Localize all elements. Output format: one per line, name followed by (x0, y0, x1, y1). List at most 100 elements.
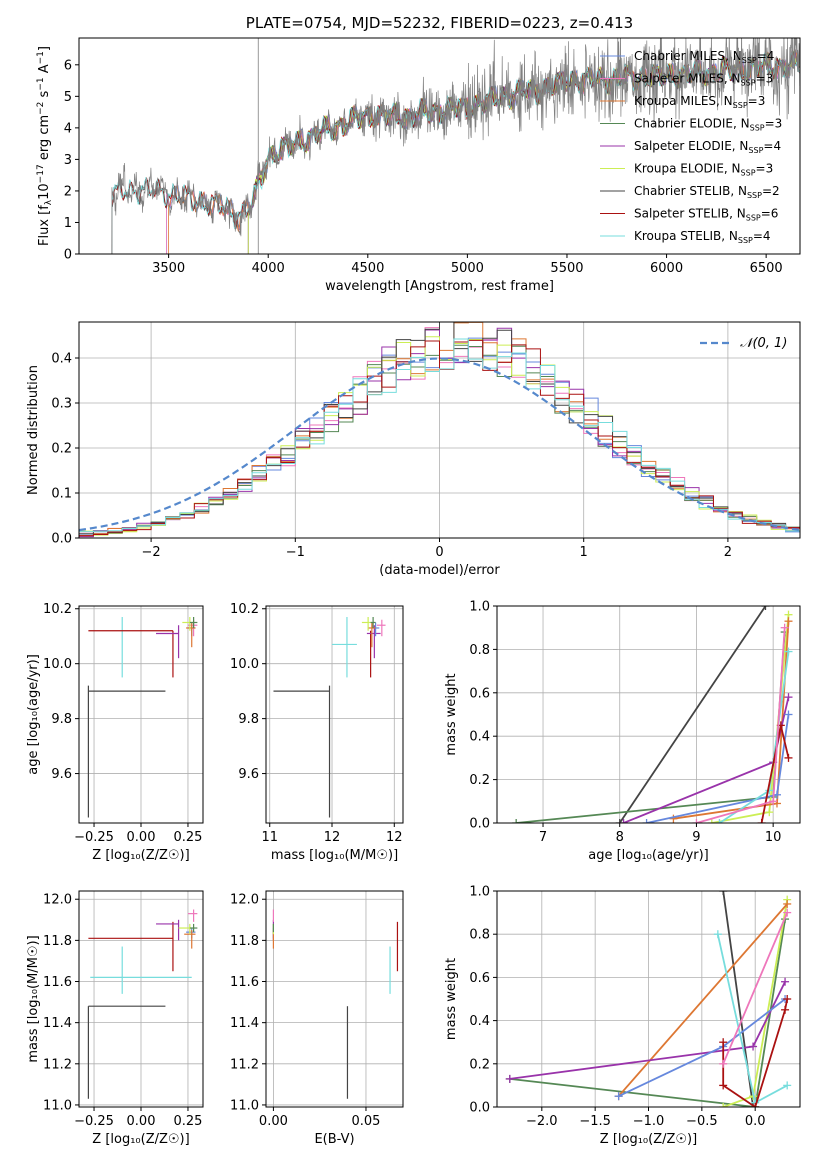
legend-count: =4 (763, 139, 781, 153)
legend: Chabrier MILES, NSSP=4 Salpeter MILES, NS… (600, 49, 782, 245)
weight-line-0 (722, 891, 756, 1107)
y-tick-label: 1.0 (469, 885, 490, 900)
x-axis-label: Z [log₁₀(Z/Z☉)] (92, 1132, 189, 1147)
y-tick-label: 11.4 (43, 1016, 72, 1031)
y-label-part: 10 (37, 183, 52, 200)
weight-line-1 (509, 918, 786, 1107)
x-axis-label: mass [log₁₀(M/M☉)] (271, 848, 398, 863)
y-tick-label: 10.0 (43, 657, 72, 672)
weight-line-0 (618, 606, 767, 823)
x-axis-label: (data-model)/error (379, 563, 500, 578)
panel-age_vs_mass: 11 12 12 9.6 9.8 10.0 10.2 mass [log₁₀(M/M☉)] (230, 602, 404, 863)
weight-line-5 (646, 714, 790, 823)
x-tick-label: 9 (692, 830, 700, 845)
legend-label: Salpeter MILES, NSSP=3 (634, 72, 773, 88)
legend-count: =4 (753, 229, 771, 243)
y-tick-label: 11.0 (43, 1098, 72, 1113)
x-axis-label: age [log₁₀(age/yr)] (588, 848, 709, 863)
y-tick-label: 0.4 (469, 1014, 490, 1029)
y-tick-label: 3 (64, 153, 72, 168)
y-label-part: erg cm (37, 115, 52, 164)
y-tick-label: 11.2 (43, 1057, 72, 1072)
y-label-part: A (37, 64, 52, 77)
x-tick-label: 12 (386, 830, 403, 845)
y-tick-label: 5 (64, 90, 72, 105)
x-axis-label: E(B-V) (314, 1132, 354, 1147)
x-tick-label: 8 (616, 830, 624, 845)
x-tick-label: 0 (435, 545, 443, 560)
y-tick-label: 0.4 (469, 730, 490, 745)
legend-label: Kroupa STELIB, NSSP=4 (634, 229, 771, 245)
legend-sub: SSP (746, 214, 761, 223)
legend-label: Salpeter ELODIE, NSSP=4 (634, 139, 781, 155)
x-tick-label: −1.0 (633, 1114, 665, 1129)
plot-area-age_vs_Z (79, 606, 203, 823)
y-axis-label: mass [log₁₀(M/M☉)] (26, 935, 41, 1062)
y-tick-label: 6 (64, 58, 72, 73)
y-label-part: −1 (36, 77, 46, 90)
y-tick-label: 10.0 (230, 657, 259, 672)
legend-count: =4 (757, 49, 775, 63)
x-axis-label: wavelength [Angstrom, rest frame] (325, 279, 554, 294)
x-axis-label: Z [log₁₀(Z/Z☉)] (600, 1132, 697, 1147)
y-label-part: −17 (36, 164, 46, 183)
legend-sub: SSP (742, 56, 757, 65)
y-label-part: s (37, 90, 52, 101)
plot-area-spectrum (111, 38, 800, 254)
y-tick-label: 0.2 (469, 1057, 490, 1072)
legend-count: =2 (762, 184, 780, 198)
weight-line-8 (722, 912, 789, 1065)
legend-sub: SSP (750, 124, 765, 133)
x-tick-label: 7 (539, 830, 547, 845)
x-tick-label: 2 (724, 545, 732, 560)
x-tick-label: 10 (765, 830, 782, 845)
y-tick-label: 11.4 (230, 1016, 259, 1031)
panel-spectrum: 3500 4000 4500 5000 5500 6000 6500 0 1 2 3 4 5 6 wavel… (36, 14, 801, 294)
y-tick-label: 0.3 (51, 397, 72, 412)
legend-label: Salpeter STELIB, NSSP=6 (634, 207, 778, 223)
y-tick-label: 1 (64, 216, 72, 231)
y-tick-label: 12.0 (230, 893, 259, 908)
legend-sub: SSP (748, 146, 763, 155)
axes-frame (265, 890, 404, 1108)
y-tick-label: 4 (64, 121, 72, 136)
plot-area-mass_vs_ebv (266, 891, 403, 1107)
x-tick-label: −0.25 (74, 1114, 114, 1129)
y-tick-label: 9.8 (51, 712, 72, 727)
panel-weight_vs_age: 7 8 9 10 0.0 0.2 0.4 0.6 0.8 1.0 age [log₁₀(age/yr… (444, 600, 801, 863)
y-tick-label: 11.2 (230, 1057, 259, 1072)
x-tick-label: −1.5 (579, 1114, 611, 1129)
y-tick-label: 10.2 (230, 602, 259, 617)
legend-sub: SSP (741, 169, 756, 178)
legend-label: 𝒩(0, 1) (740, 336, 787, 351)
x-tick-label: 0.0 (745, 1114, 766, 1129)
x-tick-label: 0.00 (127, 830, 156, 845)
legend-count: =3 (756, 162, 774, 176)
x-tick-label: 6000 (650, 261, 683, 276)
legend-sub: SSP (738, 236, 753, 245)
y-tick-label: 1.0 (469, 600, 490, 615)
x-tick-label: −0.25 (74, 830, 114, 845)
x-tick-label: −1 (286, 545, 305, 560)
x-tick-label: −0.5 (686, 1114, 718, 1129)
plot-area-weight_vs_Z (497, 891, 800, 1107)
y-tick-label: 9.6 (238, 767, 259, 782)
y-tick-label: 10.2 (43, 602, 72, 617)
x-tick-label: 11 (261, 830, 278, 845)
legend-count: =6 (761, 207, 779, 221)
panel-residuals: −2 −1 0 1 2 0.0 0.1 0.2 0.3 0.4 (data-model)/error… (26, 321, 801, 578)
y-tick-label: 0.0 (51, 532, 72, 547)
y-tick-label: 12.0 (43, 893, 72, 908)
plot-area-age_vs_mass (266, 606, 403, 823)
x-tick-label: 3500 (152, 261, 185, 276)
plot-area-weight_vs_age (497, 606, 800, 823)
y-tick-label: 11.8 (230, 934, 259, 949)
legend-label: Chabrier MILES, NSSP=4 (634, 49, 774, 65)
x-tick-label: 4000 (252, 261, 285, 276)
y-axis-label: Normed distribution (26, 365, 41, 495)
y-tick-label: 11.8 (43, 934, 72, 949)
y-label-part: ] (37, 46, 52, 51)
y-axis-label: Flux [fλ10−17 erg cm−2 s−1 A−1] (36, 46, 54, 246)
legend-label: Kroupa MILES, NSSP=3 (634, 94, 765, 110)
